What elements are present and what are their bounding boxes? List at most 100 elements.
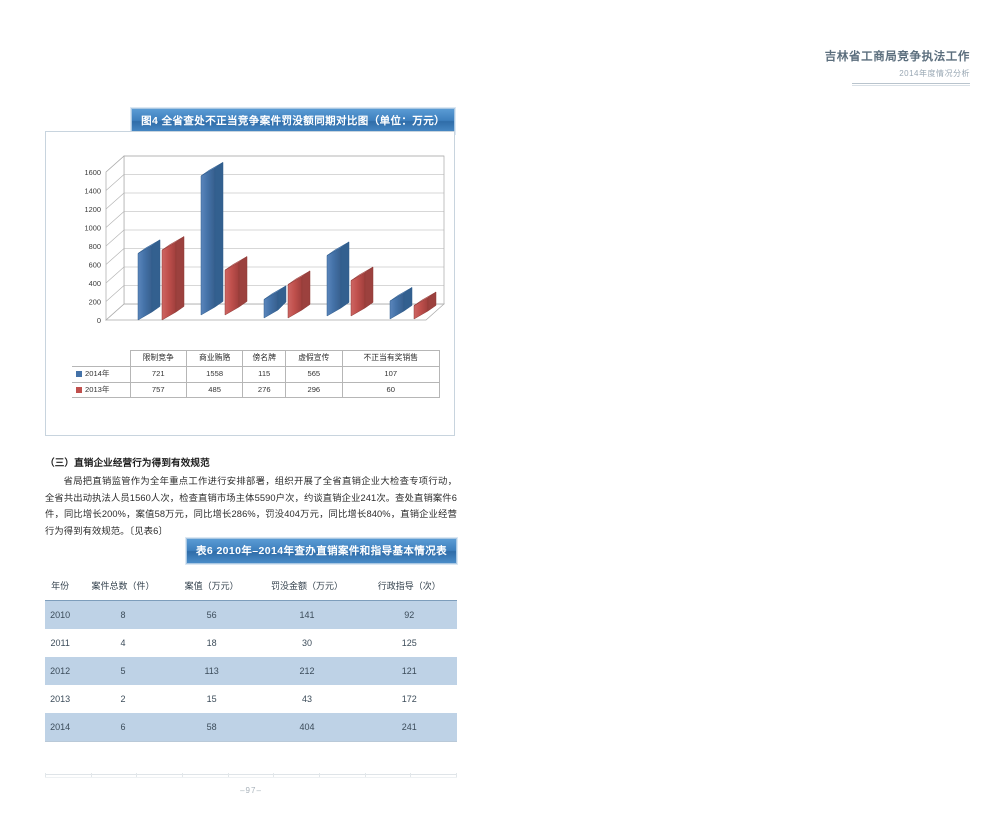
chart-table-corner [72, 351, 130, 367]
svg-text:200: 200 [89, 298, 101, 307]
svg-text:1600: 1600 [85, 168, 101, 177]
footer-rule-left [45, 773, 457, 778]
table6-r2-c3: 212 [252, 657, 362, 685]
chart-value-2014-3: 565 [285, 365, 343, 383]
svg-text:0: 0 [97, 316, 101, 325]
table6-col-4: 行政指导（次） [361, 572, 457, 601]
header-subtitle: 2014年度情况分析 [899, 68, 970, 78]
table6-r0-c0: 2010 [45, 600, 76, 629]
table-row: 2010 8 56 141 92 [45, 600, 457, 629]
table6-r2-c4: 121 [361, 657, 457, 685]
chart-category-2: 傍名牌 [242, 350, 287, 367]
table6-wrap: 年份 案件总数（件） 案值（万元） 罚没金额（万元） 行政指导（次） 2010 … [45, 572, 457, 742]
legend-swatch-blue-icon [76, 370, 82, 377]
bar-group-bangmingpai [263, 270, 311, 319]
chart-value-2014-0: 721 [129, 365, 187, 383]
chart-value-2014-4: 107 [341, 365, 441, 383]
svg-text:600: 600 [89, 261, 101, 270]
legend-item-2014: 2014年 [72, 365, 131, 383]
table6-r3-c4: 172 [361, 685, 457, 713]
table6-r4-c3: 404 [252, 713, 362, 742]
table-row: 2012 5 113 212 121 [45, 657, 457, 685]
table6-col-2: 案值（万元） [170, 572, 253, 601]
table6-r4-c4: 241 [361, 713, 457, 742]
table6-r1-c1: 4 [75, 629, 171, 657]
page-number-left: –97– [240, 786, 262, 795]
table-row: 2013 2 15 43 172 [45, 685, 457, 713]
table6-r1-c4: 125 [361, 629, 457, 657]
table6-caption-row: 表6 2010年–2014年查办直销案件和指导基本情况表 [45, 538, 457, 564]
table6-r2-c1: 5 [75, 657, 171, 685]
chart-value-2013-2: 276 [242, 381, 287, 399]
header-rule [852, 82, 970, 86]
table6-r0-c3: 141 [252, 600, 362, 629]
chart-category-4: 不正当有奖销售 [341, 350, 441, 367]
svg-text:400: 400 [89, 279, 101, 288]
table6-r3-c1: 2 [75, 685, 171, 713]
chart-category-3: 虚假宣传 [285, 350, 343, 367]
table6-col-0: 年份 [45, 572, 76, 601]
table6-r1-c2: 18 [170, 629, 253, 657]
svg-text:1200: 1200 [85, 205, 101, 214]
table6-r3-c0: 2013 [45, 685, 76, 713]
footer-left: –97– [45, 773, 457, 795]
table6-r3-c2: 15 [170, 685, 253, 713]
table6-caption: 表6 2010年–2014年查办直销案件和指导基本情况表 [185, 538, 457, 564]
legend-swatch-red-icon [76, 386, 82, 393]
left-section-3: （三）直销企业经营行为得到有效规范 省局把直销监管作为全年重点工作进行安排部署，… [45, 455, 457, 539]
bar-chart-svg: 1600 1400 1200 1000 800 600 400 200 0 [85, 155, 445, 325]
chart-category-0: 限制竞争 [129, 350, 187, 367]
chart-table-series-2013: 2013年 757 485 276 296 60 [72, 381, 441, 399]
chart-category-1: 商业贿赂 [185, 350, 244, 367]
table-row: 2011 4 18 30 125 [45, 629, 457, 657]
header-title: 吉林省工商局竞争执法工作 [824, 51, 970, 63]
figure4-caption: 图4 全省查处不正当竞争案件罚没额同期对比图（单位：万元） [131, 108, 455, 134]
table6-r4-c1: 6 [75, 713, 171, 742]
table6-r1-c0: 2011 [45, 629, 76, 657]
bar-chart: 1600 1400 1200 1000 800 600 400 200 0 [46, 138, 456, 356]
chart-value-2013-0: 757 [129, 381, 187, 399]
table6-r3-c3: 43 [252, 685, 362, 713]
legend-item-2013: 2013年 [72, 381, 131, 399]
bar-group-xujiaxuanchuan [326, 241, 374, 317]
page-left: 图4 全省查处不正当竞争案件罚没额同期对比图（单位：万元） [45, 108, 457, 795]
table6-r4-c0: 2014 [45, 713, 76, 742]
table6-r0-c4: 92 [361, 600, 457, 629]
chart-value-2013-3: 296 [285, 381, 343, 399]
table6-r0-c1: 8 [75, 600, 171, 629]
chart-table-category-row: 限制竞争 商业贿赂 傍名牌 虚假宣传 不正当有奖销售 [72, 350, 441, 367]
left-section-3-body: 省局把直销监管作为全年重点工作进行安排部署，组织开展了全省直销企业大检查专项行动… [45, 476, 457, 536]
chart-table-series-2014: 2014年 721 1558 115 565 107 [72, 365, 441, 383]
table-row: 2014 6 58 404 241 [45, 713, 457, 742]
chart-value-2014-2: 115 [242, 365, 287, 383]
legend-label-2014: 2014年 [85, 368, 110, 378]
table6-col-1: 案件总数（件） [75, 572, 171, 601]
bar-group-xianzhijingzheng [137, 236, 185, 321]
svg-text:1400: 1400 [85, 187, 101, 196]
left-section-3-heading: （三）直销企业经营行为得到有效规范 [45, 458, 210, 469]
footer-ticks-left [45, 773, 457, 777]
table6-r2-c2: 113 [170, 657, 253, 685]
table6-r1-c3: 30 [252, 629, 362, 657]
page-right: 吉林省工商局竞争执法工作 2014年度情况分析 三、主要做法 （一）大力开展反不… [500, 0, 1000, 825]
table6-col-3: 罚没金额（万元） [252, 572, 362, 601]
y-axis-tick-labels: 1600 1400 1200 1000 800 600 400 200 0 [85, 168, 101, 325]
bar-group-shangyehuilu [200, 161, 248, 316]
table6-header-row: 年份 案件总数（件） 案值（万元） 罚没金额（万元） 行政指导（次） [45, 572, 457, 601]
running-header: 吉林省工商局竞争执法工作 2014年度情况分析 [640, 50, 970, 86]
chart-value-2013-1: 485 [185, 381, 244, 399]
table6-r2-c0: 2012 [45, 657, 76, 685]
table6: 年份 案件总数（件） 案值（万元） 罚没金额（万元） 行政指导（次） 2010 … [45, 572, 457, 742]
table6-r4-c2: 58 [170, 713, 253, 742]
chart-value-2014-1: 1558 [185, 365, 244, 383]
legend-label-2013: 2013年 [85, 384, 110, 394]
figure4-caption-row: 图4 全省查处不正当竞争案件罚没额同期对比图（单位：万元） [45, 108, 455, 134]
figure4-frame: 1600 1400 1200 1000 800 600 400 200 0 [45, 131, 455, 436]
table6-r0-c2: 56 [170, 600, 253, 629]
svg-text:800: 800 [89, 242, 101, 251]
bar-group-buzhengdangyoujiang [389, 286, 437, 320]
chart-value-2013-4: 60 [341, 381, 441, 399]
svg-text:1000: 1000 [85, 224, 101, 233]
chart-data-table: 限制竞争 商业贿赂 傍名牌 虚假宣传 不正当有奖销售 2014年 721 155… [72, 350, 441, 399]
